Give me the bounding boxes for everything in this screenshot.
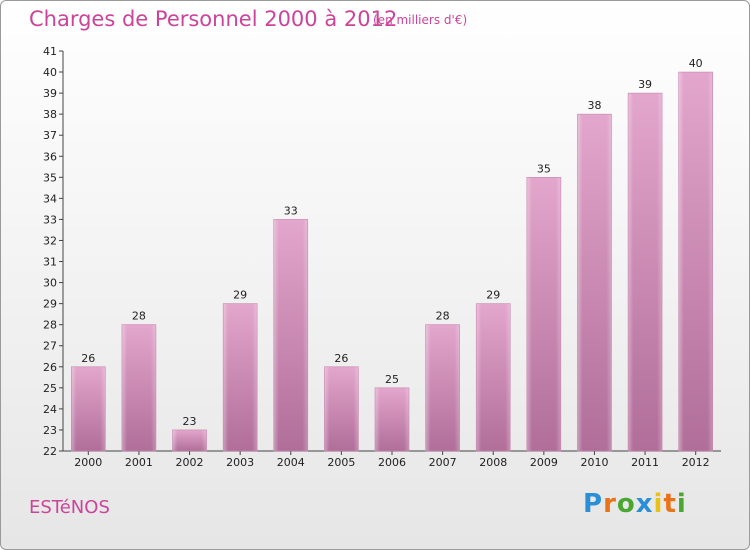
x-tick-label: 2008 — [479, 456, 507, 469]
bar-highlight — [678, 71, 713, 452]
y-tick-label: 37 — [43, 129, 57, 142]
data-label: 29 — [486, 289, 500, 302]
bar-highlight — [324, 366, 359, 452]
x-tick-label: 2005 — [327, 456, 355, 469]
x-tick-label: 2012 — [682, 456, 710, 469]
y-tick-label: 27 — [43, 340, 57, 353]
x-tick-label: 2009 — [530, 456, 558, 469]
proxiti-logo: Proxiti — [583, 489, 687, 519]
x-tick-label: 2004 — [277, 456, 305, 469]
y-tick-label: 22 — [43, 445, 57, 458]
y-tick-label: 38 — [43, 108, 57, 121]
logo-letter: o — [616, 489, 636, 519]
y-tick-label: 24 — [43, 403, 57, 416]
bar-highlight — [121, 324, 157, 452]
y-tick-label: 25 — [43, 382, 57, 395]
x-tick-label: 2006 — [378, 456, 406, 469]
data-label: 39 — [638, 78, 652, 91]
y-tick-label: 33 — [43, 213, 57, 226]
logo-letter: x — [635, 489, 654, 519]
data-label: 40 — [689, 57, 703, 70]
y-tick-label: 23 — [43, 424, 57, 437]
bar-highlight — [71, 366, 106, 452]
y-tick-label: 26 — [43, 361, 57, 374]
logo-letter: r — [603, 489, 617, 519]
logo-letter: t — [663, 489, 677, 519]
x-tick-label: 2007 — [429, 456, 457, 469]
data-label: 26 — [81, 352, 95, 365]
x-tick-label: 2010 — [580, 456, 608, 469]
data-label: 38 — [587, 99, 601, 112]
data-label: 25 — [385, 373, 399, 386]
chart-subtitle: (en milliers d'€) — [373, 13, 468, 27]
y-tick-label: 35 — [43, 171, 57, 184]
bar-highlight — [526, 177, 562, 452]
x-tick-label: 2000 — [74, 456, 102, 469]
y-tick-label: 41 — [43, 45, 57, 58]
logo-letter: P — [583, 489, 604, 519]
data-label: 23 — [183, 415, 197, 428]
bar-highlight — [374, 387, 410, 452]
bar-highlight — [222, 303, 258, 452]
data-label: 35 — [537, 162, 551, 175]
logo-letter: i — [676, 489, 687, 519]
y-tick-label: 36 — [43, 150, 57, 163]
x-tick-label: 2002 — [176, 456, 204, 469]
y-tick-label: 31 — [43, 256, 57, 269]
chart-title: Charges de Personnel 2000 à 2012 — [29, 7, 398, 31]
logo-letter: i — [653, 489, 664, 519]
data-label: 29 — [233, 289, 247, 302]
x-tick-label: 2003 — [226, 456, 254, 469]
bar-highlight — [577, 113, 612, 452]
bar-highlight — [172, 429, 207, 452]
bar-highlight — [627, 92, 663, 452]
data-label: 33 — [284, 204, 298, 217]
data-label: 28 — [436, 310, 450, 323]
x-tick-label: 2001 — [125, 456, 153, 469]
y-tick-label: 32 — [43, 234, 57, 247]
bar-highlight — [273, 219, 309, 452]
town-name: ESTéNOS — [29, 497, 110, 518]
data-label: 28 — [132, 310, 146, 323]
y-tick-label: 29 — [43, 298, 57, 311]
y-tick-label: 34 — [43, 192, 57, 205]
x-tick-label: 2011 — [631, 456, 659, 469]
bar-highlight — [475, 303, 511, 452]
y-tick-label: 28 — [43, 319, 57, 332]
bar-highlight — [425, 324, 460, 452]
y-tick-label: 39 — [43, 87, 57, 100]
data-label: 26 — [334, 352, 348, 365]
y-tick-label: 30 — [43, 277, 57, 290]
y-tick-label: 40 — [43, 66, 57, 79]
